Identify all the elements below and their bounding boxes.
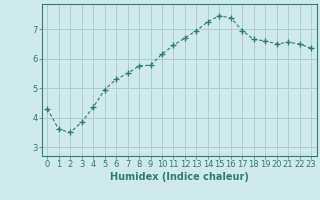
X-axis label: Humidex (Indice chaleur): Humidex (Indice chaleur)	[110, 172, 249, 182]
